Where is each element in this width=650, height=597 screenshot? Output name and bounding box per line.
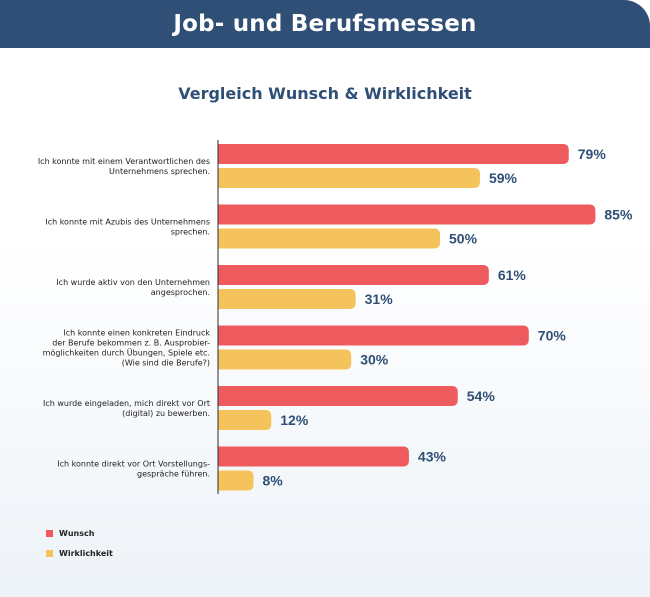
chart-title: Vergleich Wunsch & Wirklichkeit bbox=[178, 84, 472, 103]
bar-wunsch-0 bbox=[218, 144, 569, 164]
bar-wirklichkeit-5 bbox=[218, 470, 254, 491]
value-label-wunsch-2: 61% bbox=[498, 267, 527, 283]
category-label-line: der Berufe bekommen z. B. Ausprobier- bbox=[52, 339, 210, 348]
category-label-line: (Wie sind die Berufe?) bbox=[122, 359, 210, 368]
legend-label-wirklichkeit: Wirklichkeit bbox=[59, 549, 113, 558]
value-label-wunsch-1: 85% bbox=[604, 207, 633, 223]
category-label-2: Ich wurde aktiv von den Unternehmen anges… bbox=[56, 278, 210, 297]
category-label-3: Ich konnte einen konkreten Eindruck der B… bbox=[43, 329, 211, 368]
category-label-4: Ich wurde eingeladen, mich direkt vor Or… bbox=[43, 399, 210, 418]
legend-item-wirklichkeit: Wirklichkeit bbox=[46, 545, 113, 562]
value-label-wirklichkeit-2: 31% bbox=[365, 291, 394, 307]
bar-wirklichkeit-2 bbox=[218, 289, 356, 309]
value-label-wirklichkeit-4: 12% bbox=[280, 412, 309, 428]
bar-wirklichkeit-4 bbox=[218, 410, 272, 430]
category-label-line: Ich konnte mit Azubis des Unternehmens bbox=[45, 218, 210, 227]
category-label-1: Ich konnte mit Azubis des Unternehmens sp… bbox=[45, 218, 210, 237]
legend-label-wunsch: Wunsch bbox=[59, 529, 95, 538]
category-label-line: Ich konnte einen konkreten Eindruck bbox=[63, 329, 210, 338]
category-label-0: Ich konnte mit einem Verantwortlichen de… bbox=[38, 157, 210, 176]
legend-item-wunsch: Wunsch bbox=[46, 525, 113, 542]
category-label-line: angesprochen. bbox=[151, 288, 210, 297]
value-label-wirklichkeit-3: 30% bbox=[360, 352, 389, 368]
category-label-line: sprechen. bbox=[171, 228, 210, 237]
category-label-line: Ich wurde aktiv von den Unternehmen bbox=[56, 278, 210, 287]
category-label-line: Unternehmens sprechen. bbox=[109, 167, 210, 176]
bar-wunsch-4 bbox=[218, 386, 458, 406]
header-title: Job- und Berufsmessen bbox=[173, 11, 477, 37]
header-banner: Job- und Berufsmessen bbox=[0, 0, 650, 48]
legend-swatch-wirklichkeit bbox=[46, 550, 53, 557]
value-label-wirklichkeit-1: 50% bbox=[449, 231, 478, 247]
value-label-wirklichkeit-5: 8% bbox=[263, 473, 284, 489]
category-label-line: Ich konnte mit einem Verantwortlichen de… bbox=[38, 157, 210, 166]
category-label-5: Ich konnte direkt vor Ort Vorstellungs-g… bbox=[57, 460, 210, 479]
category-label-line: gespräche führen. bbox=[137, 470, 210, 479]
bar-wunsch-3 bbox=[218, 325, 529, 346]
category-label-line: (digital) zu bewerben. bbox=[122, 409, 210, 418]
category-label-line: möglichkeiten durch Übungen, Spiele etc. bbox=[43, 348, 210, 358]
legend-swatch-wunsch bbox=[46, 530, 53, 537]
bar-wirklichkeit-1 bbox=[218, 228, 440, 249]
bar-wirklichkeit-3 bbox=[218, 349, 352, 370]
bar-wirklichkeit-0 bbox=[218, 168, 480, 188]
value-label-wirklichkeit-0: 59% bbox=[489, 170, 518, 186]
value-label-wunsch-5: 43% bbox=[418, 449, 447, 465]
legend: Wunsch Wirklichkeit bbox=[46, 525, 113, 565]
value-label-wunsch-3: 70% bbox=[538, 328, 567, 344]
category-label-line: Ich wurde eingeladen, mich direkt vor Or… bbox=[43, 399, 210, 408]
category-label-line: Ich konnte direkt vor Ort Vorstellungs- bbox=[57, 460, 210, 469]
bar-wunsch-2 bbox=[218, 265, 489, 285]
bar-wunsch-5 bbox=[218, 446, 409, 467]
value-label-wunsch-0: 79% bbox=[578, 146, 607, 162]
value-label-wunsch-4: 54% bbox=[467, 388, 496, 404]
bar-wunsch-1 bbox=[218, 204, 596, 225]
